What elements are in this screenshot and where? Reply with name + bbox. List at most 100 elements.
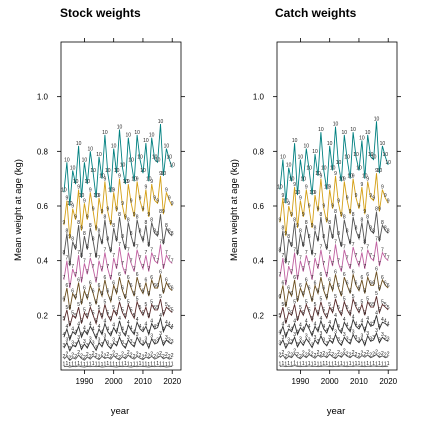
age-label: 4 — [325, 328, 328, 334]
age-label: 9 — [340, 212, 343, 218]
age-label: 9 — [136, 176, 139, 182]
age-label: 10 — [385, 160, 391, 166]
age-label: 6 — [366, 272, 369, 278]
age-label: 8 — [325, 245, 328, 251]
age-label: 2 — [366, 350, 369, 356]
age-label: 4 — [346, 323, 349, 329]
age-label: 2 — [133, 354, 136, 360]
age-label: 9 — [98, 193, 101, 199]
age-label: 3 — [296, 342, 299, 348]
age-label: 1 — [290, 361, 293, 367]
age-label: 4 — [387, 321, 390, 327]
age-label: 8 — [101, 239, 104, 245]
age-label: 5 — [284, 319, 287, 325]
age-label: 6 — [284, 302, 287, 308]
age-label: 8 — [358, 234, 361, 240]
age-label: 4 — [284, 332, 287, 338]
age-label: 3 — [358, 338, 361, 344]
age-label: 6 — [290, 291, 293, 297]
age-label: 3 — [282, 335, 285, 341]
age-label: 5 — [153, 305, 156, 311]
age-label: 10 — [380, 141, 386, 147]
age-label: 1 — [168, 362, 171, 368]
age-label: 6 — [145, 278, 148, 284]
age-label: 9 — [156, 198, 159, 204]
age-label: 10 — [99, 174, 105, 180]
series-line-age-4 — [279, 315, 389, 339]
age-label: 1 — [299, 362, 302, 368]
age-label: 9 — [83, 198, 86, 204]
age-label: 10 — [155, 157, 161, 163]
age-label: 8 — [145, 220, 148, 226]
age-label: 8 — [372, 228, 375, 234]
y-tick-label: 0.4 — [253, 257, 265, 266]
age-label: 9 — [320, 174, 323, 180]
age-label: 8 — [80, 253, 83, 259]
age-label: 10 — [67, 201, 73, 207]
age-label: 6 — [325, 294, 328, 300]
age-label: 5 — [282, 302, 285, 308]
age-label: 10 — [123, 179, 129, 185]
age-label: 4 — [136, 317, 139, 323]
age-label: 1 — [331, 362, 334, 368]
age-label: 3 — [133, 342, 136, 348]
age-label: 8 — [352, 212, 355, 218]
age-label: 6 — [80, 299, 83, 305]
age-label: 7 — [308, 261, 311, 267]
series-line-age-6 — [279, 271, 389, 308]
age-label: 1 — [282, 361, 285, 367]
age-label: 5 — [86, 313, 89, 319]
age-label: 4 — [127, 320, 130, 326]
age-label: 9 — [325, 217, 328, 223]
age-label: 5 — [127, 299, 130, 305]
age-label: 5 — [279, 313, 282, 319]
age-label: 2 — [293, 349, 296, 355]
age-label: 9 — [121, 201, 124, 207]
age-label: 3 — [340, 340, 343, 346]
age-label: 9 — [366, 176, 369, 182]
age-label: 8 — [130, 231, 133, 237]
age-label: 8 — [302, 242, 305, 248]
age-label: 6 — [346, 280, 349, 286]
age-label: 10 — [353, 152, 359, 158]
age-label: 8 — [322, 234, 325, 240]
x-tick-label: 2010 — [134, 377, 152, 386]
age-label: 6 — [106, 289, 109, 295]
age-label: 3 — [68, 346, 71, 352]
age-label: 4 — [352, 314, 355, 320]
age-label: 2 — [71, 353, 74, 359]
age-label: 8 — [308, 234, 311, 240]
age-label: 7 — [293, 248, 296, 254]
age-label: 1 — [80, 362, 83, 368]
age-label: 6 — [124, 294, 127, 300]
age-label: 3 — [308, 338, 311, 344]
age-label: 1 — [145, 362, 148, 368]
age-label: 8 — [293, 217, 296, 223]
age-label: 3 — [305, 334, 308, 340]
age-label: 6 — [340, 291, 343, 297]
age-label: 3 — [80, 345, 83, 351]
age-label: 8 — [378, 237, 381, 243]
age-label: 9 — [331, 204, 334, 210]
stock-weights-panel: Stock weights year Mean weight at age (k… — [13, 6, 185, 417]
age-label: 4 — [133, 330, 136, 336]
age-label: 7 — [381, 248, 384, 254]
age-label: 5 — [74, 313, 77, 319]
age-label: 2 — [287, 351, 290, 357]
age-label: 6 — [361, 275, 364, 281]
age-label: 5 — [104, 299, 107, 305]
age-label: 5 — [77, 302, 80, 308]
y-tick-label: 0.8 — [253, 147, 265, 156]
y-tick-label: 0.2 — [253, 311, 265, 320]
age-label: 9 — [293, 182, 296, 188]
age-label: 1 — [171, 361, 174, 367]
age-label: 7 — [80, 278, 83, 284]
age-label: 10 — [371, 155, 377, 161]
age-label: 9 — [358, 204, 361, 210]
age-label: 9 — [349, 209, 352, 215]
age-label: 9 — [101, 209, 104, 215]
age-label: 10 — [76, 141, 82, 147]
age-label: 3 — [121, 340, 124, 346]
age-label: 5 — [115, 310, 118, 316]
age-label: 7 — [136, 245, 139, 251]
